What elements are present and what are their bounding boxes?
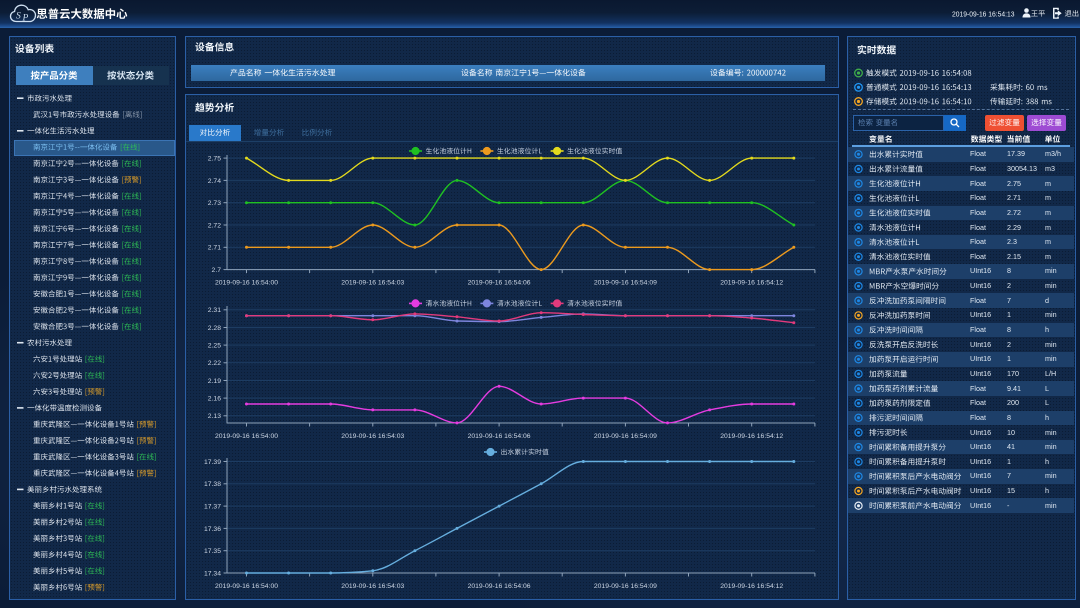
svg-text:2019-09-16 16:54:09: 2019-09-16 16:54:09 <box>594 583 657 590</box>
svg-text:2.13: 2.13 <box>208 413 221 420</box>
svg-text:2.25: 2.25 <box>208 343 221 350</box>
svg-text:17.35: 17.35 <box>204 548 221 555</box>
svg-text:2.71: 2.71 <box>208 245 221 252</box>
svg-text:2019-09-16 16:54:06: 2019-09-16 16:54:06 <box>468 280 531 287</box>
svg-text:2.75: 2.75 <box>208 156 221 163</box>
svg-text:2019-09-16 16:54:09: 2019-09-16 16:54:09 <box>594 280 657 287</box>
svg-text:2.73: 2.73 <box>208 200 221 207</box>
svg-text:2019-09-16 16:54:00: 2019-09-16 16:54:00 <box>215 583 278 590</box>
svg-text:2.74: 2.74 <box>208 178 221 185</box>
svg-text:17.37: 17.37 <box>204 504 221 511</box>
svg-text:2.16: 2.16 <box>208 396 221 403</box>
svg-text:2.7: 2.7 <box>212 267 222 274</box>
svg-text:2019-09-16 16:54:03: 2019-09-16 16:54:03 <box>341 280 404 287</box>
svg-text:2019-09-16 16:54:12: 2019-09-16 16:54:12 <box>720 583 783 590</box>
svg-text:2.19: 2.19 <box>208 378 221 385</box>
svg-text:17.34: 17.34 <box>204 570 221 577</box>
svg-text:2019-09-16 16:54:06: 2019-09-16 16:54:06 <box>468 583 531 590</box>
svg-text:2.72: 2.72 <box>208 222 221 229</box>
svg-text:2.28: 2.28 <box>208 325 221 332</box>
svg-text:P: P <box>22 14 29 24</box>
svg-text:2019-09-16 16:54:03: 2019-09-16 16:54:03 <box>341 433 404 440</box>
svg-text:2019-09-16 16:54:13: 2019-09-16 16:54:13 <box>952 10 1015 19</box>
svg-text:17.36: 17.36 <box>204 526 221 533</box>
svg-text:2019-09-16 16:54:12: 2019-09-16 16:54:12 <box>720 433 783 440</box>
svg-text:S: S <box>16 12 21 22</box>
svg-text:2.31: 2.31 <box>208 307 221 314</box>
svg-text:2019-09-16 16:54:06: 2019-09-16 16:54:06 <box>468 433 531 440</box>
svg-text:2.22: 2.22 <box>208 360 221 367</box>
svg-text:2019-09-16 16:54:00: 2019-09-16 16:54:00 <box>215 433 278 440</box>
svg-text:2019-09-16 16:54:12: 2019-09-16 16:54:12 <box>720 280 783 287</box>
svg-text:17.39: 17.39 <box>204 459 221 466</box>
svg-text:2019-09-16 16:54:09: 2019-09-16 16:54:09 <box>594 433 657 440</box>
svg-text:17.38: 17.38 <box>204 481 221 488</box>
svg-text:2019-09-16 16:54:00: 2019-09-16 16:54:00 <box>215 280 278 287</box>
svg-text:2019-09-16 16:54:03: 2019-09-16 16:54:03 <box>341 583 404 590</box>
